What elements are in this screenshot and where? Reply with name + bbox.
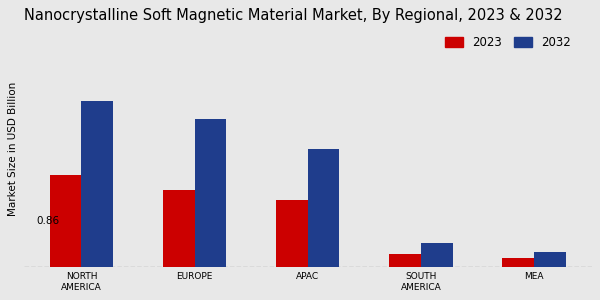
Bar xyxy=(308,149,340,267)
Text: 0.86: 0.86 xyxy=(37,216,60,226)
Bar xyxy=(194,119,226,267)
Bar xyxy=(421,243,452,267)
Legend: 2023, 2032: 2023, 2032 xyxy=(442,33,574,53)
Bar xyxy=(163,190,194,267)
Bar xyxy=(389,254,421,267)
Bar xyxy=(50,175,82,267)
Bar xyxy=(82,101,113,267)
Bar xyxy=(276,200,308,267)
Text: Nanocrystalline Soft Magnetic Material Market, By Regional, 2023 & 2032: Nanocrystalline Soft Magnetic Material M… xyxy=(24,8,563,23)
Y-axis label: Market Size in USD Billion: Market Size in USD Billion xyxy=(8,82,19,216)
Bar xyxy=(534,252,566,267)
Bar xyxy=(502,258,534,267)
